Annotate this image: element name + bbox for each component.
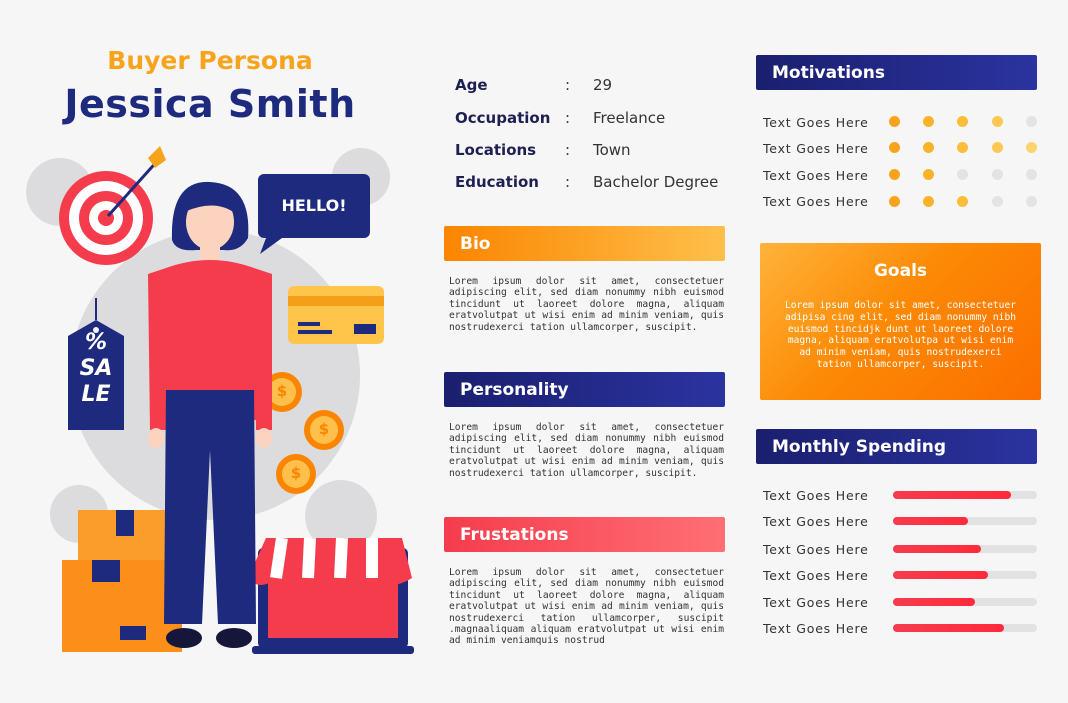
persona-illustration: HELLO! % SA LE $ $ $ (20, 140, 440, 660)
goals-card: Goals Lorem ipsum dolor sit amet, consec… (760, 243, 1041, 400)
info-sep: : (565, 141, 571, 159)
motivations-header: Motivations (756, 55, 1037, 90)
motivation-label: Text Goes Here (763, 194, 869, 209)
info-key: Age (455, 76, 488, 94)
rating-dot-filled (923, 116, 934, 127)
bio-text: Lorem ipsum dolor sit amet, consectetuer… (449, 276, 724, 333)
rating-dot-filled (889, 116, 900, 127)
motivation-label: Text Goes Here (763, 115, 869, 130)
illustration-art (59, 146, 414, 654)
info-value: Freelance (593, 109, 666, 127)
coin-icon (304, 410, 344, 450)
target-icon (59, 146, 166, 265)
rating-dot-empty (1026, 169, 1037, 180)
rating-dot-filled (889, 196, 900, 207)
rating-dot-empty (1026, 116, 1037, 127)
coin-icon (276, 454, 316, 494)
info-row-age: Age : 29 (455, 76, 745, 98)
rating-dot-filled (923, 196, 934, 207)
info-row-locations: Locations : Town (455, 141, 745, 163)
spending-label: Text Goes Here (763, 542, 869, 557)
speech-bubble-text: HELLO! (281, 196, 347, 215)
spending-bar-fill (893, 571, 989, 579)
sale-tag-icon (68, 298, 124, 430)
sale-tag-text: % SA LE (68, 330, 124, 408)
rating-dot-empty (992, 196, 1003, 207)
spending-label: Text Goes Here (763, 621, 869, 636)
motivation-label: Text Goes Here (763, 141, 869, 156)
spending-bar-track (893, 598, 1037, 606)
info-value: Town (593, 141, 631, 159)
spending-bar-track (893, 517, 1037, 525)
info-row-education: Education : Bachelor Degree (455, 173, 745, 195)
bio-header: Bio (444, 226, 725, 261)
rating-dot-empty (1026, 196, 1037, 207)
personality-header: Personality (444, 372, 725, 407)
speech-bubble-icon (258, 174, 370, 254)
personality-text: Lorem ipsum dolor sit amet, consectetuer… (449, 422, 724, 479)
spending-bar-track (893, 571, 1037, 579)
coin-symbol: $ (290, 464, 302, 482)
goals-title: Goals (873, 261, 928, 281)
info-key: Occupation (455, 109, 551, 127)
info-key: Locations (455, 141, 537, 159)
rating-dot-filled (957, 116, 968, 127)
frustations-header: Frustations (444, 517, 725, 552)
info-sep: : (565, 109, 571, 127)
rating-dot-filled (992, 116, 1003, 127)
persona-name: Jessica Smith (64, 82, 356, 126)
rating-dot-filled (889, 169, 900, 180)
rating-dot-filled (889, 142, 900, 153)
info-sep: : (565, 173, 571, 191)
rating-dot-filled (957, 196, 968, 207)
spending-bar-track (893, 624, 1037, 632)
woman-figure (148, 181, 272, 648)
spending-bar-fill (893, 517, 968, 525)
credit-card-icon (288, 286, 384, 344)
spending-label: Text Goes Here (763, 488, 869, 503)
rating-dot-empty (957, 169, 968, 180)
frustations-text: Lorem ipsum dolor sit amet, consectetuer… (449, 567, 724, 647)
rating-dot-filled (923, 169, 934, 180)
spending-bar-fill (893, 598, 976, 606)
info-value: 29 (593, 76, 613, 94)
sale-tag-line: % (84, 330, 108, 355)
rating-dot-empty (992, 169, 1003, 180)
monthly-spending-header: Monthly Spending (756, 429, 1037, 464)
coin-symbol: $ (318, 420, 330, 438)
rating-dot-filled (1026, 142, 1037, 153)
info-sep: : (565, 76, 571, 94)
goals-text: Lorem ipsum dolor sit amet, consectetuer… (784, 300, 1017, 370)
spending-bar-track (893, 545, 1037, 553)
spending-bar-track (893, 491, 1037, 499)
spending-label: Text Goes Here (763, 514, 869, 529)
spending-bar-fill (893, 624, 1004, 632)
persona-subtitle: Buyer Persona (107, 46, 313, 75)
info-key: Education (455, 173, 539, 191)
boxes-icon (62, 510, 182, 652)
spending-bar-fill (893, 545, 981, 553)
coin-symbol: $ (276, 382, 288, 400)
motivation-label: Text Goes Here (763, 168, 869, 183)
spending-label: Text Goes Here (763, 595, 869, 610)
info-value: Bachelor Degree (593, 173, 719, 191)
rating-dot-filled (992, 142, 1003, 153)
info-row-occupation: Occupation : Freelance (455, 109, 745, 131)
spending-bar-fill (893, 491, 1012, 499)
rating-dot-filled (957, 142, 968, 153)
shop-laptop-icon (248, 537, 414, 654)
spending-label: Text Goes Here (763, 568, 869, 583)
rating-dot-filled (923, 142, 934, 153)
sale-tag-line: LE (81, 382, 111, 407)
sale-tag-line: SA (79, 356, 113, 381)
